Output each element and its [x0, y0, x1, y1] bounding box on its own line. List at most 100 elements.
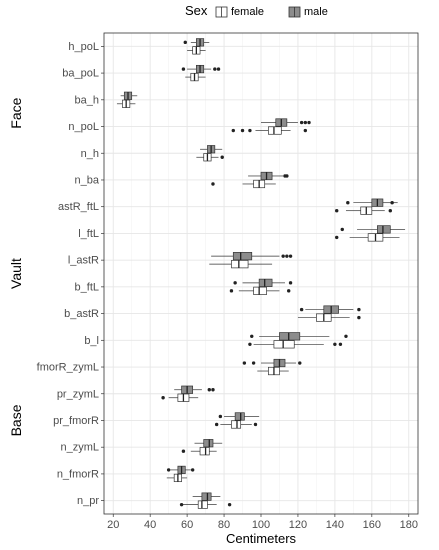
- y-tick-label: fmorR_zymL: [37, 362, 99, 374]
- box-female: [211, 179, 276, 189]
- legend-title: Sex: [185, 3, 208, 18]
- y-tick-label: n_h: [81, 148, 99, 160]
- y-tick-label: h_poL: [68, 41, 99, 53]
- box-female: [335, 206, 392, 215]
- outlier-point: [248, 342, 252, 347]
- y-tick-label: l_ftL: [78, 228, 99, 240]
- outlier-point: [253, 422, 258, 427]
- outlier-point: [229, 289, 234, 293]
- group-label-base: Base: [8, 404, 24, 436]
- x-tick-label: 80: [218, 519, 230, 531]
- y-tick-label: n_poL: [68, 121, 99, 133]
- y-tick-label: b_ftL: [75, 281, 99, 293]
- outlier-point: [166, 468, 171, 472]
- group-label-vault: Vault: [8, 258, 24, 289]
- box-male: [183, 38, 210, 47]
- outlier-point: [190, 468, 195, 472]
- box-female: [248, 340, 343, 349]
- outlier-point: [333, 342, 337, 347]
- box-female: [161, 393, 199, 402]
- outlier-point: [248, 128, 252, 133]
- x-tick-label: 100: [252, 519, 270, 531]
- y-tick-label: b_l: [84, 335, 99, 347]
- x-tick-label: 20: [107, 519, 119, 531]
- legend-male-label: male: [304, 6, 328, 18]
- iqr-box: [197, 500, 208, 509]
- outlier-point: [357, 315, 361, 320]
- iqr-box: [268, 126, 282, 135]
- x-tick-label: 160: [363, 519, 381, 531]
- outlier-point: [285, 254, 289, 258]
- y-tick-label: n_fmorR: [57, 468, 99, 480]
- outlier-point: [303, 128, 308, 133]
- plot-area: h_poL ba_poL ba_h n_poL n_h n_ba astR_ftL l_ftL…: [8, 32, 419, 531]
- box-male: [250, 332, 348, 341]
- y-tick-label: n_zymL: [60, 442, 99, 454]
- box-male: [200, 145, 223, 154]
- box-female: [181, 447, 217, 456]
- outlier-point: [207, 388, 211, 392]
- iqr-box: [232, 252, 253, 261]
- group-label-face: Face: [8, 97, 24, 128]
- y-tick-label: pr_fmorR: [53, 415, 99, 427]
- box-female: [214, 420, 258, 429]
- box-male: [299, 305, 361, 314]
- outlier-point: [344, 334, 348, 339]
- box-male: [340, 225, 406, 234]
- y-tick-label: ba_poL: [62, 68, 99, 80]
- y-tick-label: n_pr: [77, 495, 99, 507]
- iqr-box: [258, 278, 273, 287]
- box-female: [335, 233, 400, 242]
- box-male: [242, 358, 302, 368]
- outlier-point: [179, 502, 184, 507]
- outlier-point: [338, 342, 343, 347]
- iqr-box: [201, 492, 212, 501]
- outlier-point: [340, 227, 344, 232]
- box-male: [120, 91, 138, 100]
- box-female: [187, 46, 206, 55]
- box-male: [233, 278, 293, 287]
- box-male: [181, 64, 221, 74]
- y-tick-label: n_ba: [75, 174, 100, 186]
- outlier-point: [161, 396, 165, 400]
- legend: Sex female male: [185, 3, 328, 18]
- iqr-box: [377, 225, 391, 234]
- outlier-point: [335, 208, 339, 213]
- box-female: [179, 500, 232, 509]
- iqr-box: [273, 340, 295, 349]
- box-male: [211, 252, 293, 261]
- outlier-point: [214, 422, 219, 427]
- box-male: [248, 171, 289, 181]
- outlier-point: [183, 40, 187, 45]
- outlier-point: [181, 67, 186, 71]
- box-female: [116, 99, 136, 108]
- box-female: [196, 153, 224, 162]
- iqr-box: [253, 286, 267, 295]
- x-tick-label: 120: [289, 519, 307, 531]
- y-tick-label: ba_h: [75, 94, 99, 106]
- outlier-point: [346, 200, 350, 205]
- iqr-box: [231, 420, 242, 429]
- y-tick-label: l_astR: [68, 255, 99, 267]
- iqr-box: [231, 260, 249, 269]
- y-tick-label: b_astR: [64, 308, 99, 320]
- outlier-point: [211, 182, 215, 186]
- x-tick-label: 60: [181, 519, 193, 531]
- box-male: [192, 492, 221, 501]
- outlier-point: [285, 174, 289, 178]
- outlier-point: [233, 281, 237, 285]
- outlier-point: [288, 281, 293, 285]
- outlier-point: [299, 120, 304, 125]
- outlier-point: [242, 361, 247, 365]
- outlier-point: [357, 307, 361, 312]
- box-male: [346, 198, 398, 207]
- outlier-point: [220, 155, 224, 159]
- outlier-point: [240, 128, 245, 133]
- iqr-box: [279, 332, 301, 341]
- box-female: [185, 72, 206, 82]
- outlier-point: [299, 307, 304, 312]
- outlier-point: [251, 361, 256, 365]
- outlier-point: [307, 120, 311, 125]
- x-axis-title: Centimeters: [226, 531, 297, 546]
